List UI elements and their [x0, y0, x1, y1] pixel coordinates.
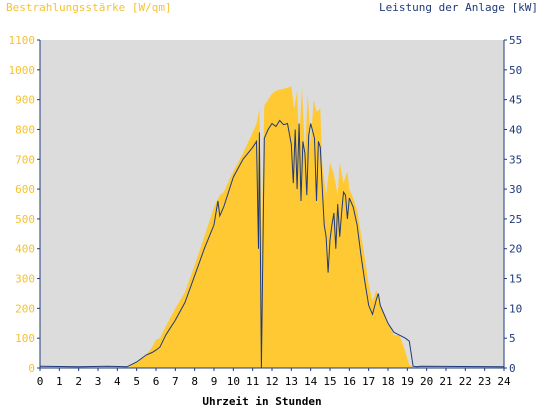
x-tick-label: 8 — [191, 375, 198, 388]
x-tick-label: 20 — [420, 375, 433, 388]
right-tick-label: 25 — [509, 213, 522, 226]
right-tick-label: 30 — [509, 183, 522, 196]
x-tick-label: 21 — [439, 375, 452, 388]
left-tick-label: 900 — [15, 94, 35, 107]
x-tick-label: 2 — [75, 375, 82, 388]
right-tick-label: 5 — [509, 332, 516, 345]
x-tick-label: 18 — [381, 375, 394, 388]
left-tick-label: 500 — [15, 213, 35, 226]
x-axis-ticks: 0 1 2 3 4 5 6 7 8 9 10 11 12 13 14 15 16 17 18 19 20 21 22 23 24 — [37, 368, 511, 388]
right-tick-label: 40 — [509, 123, 522, 136]
x-tick-label: 1 — [56, 375, 63, 388]
x-tick-label: 7 — [172, 375, 179, 388]
x-tick-label: 11 — [246, 375, 259, 388]
x-tick-label: 10 — [227, 375, 240, 388]
right-axis-ticks: 0 5 10 15 20 25 30 35 40 45 50 55 — [504, 34, 522, 375]
left-tick-label: 1000 — [9, 64, 36, 77]
right-tick-label: 50 — [509, 64, 522, 77]
right-tick-label: 55 — [509, 34, 522, 47]
x-tick-label: 4 — [114, 375, 121, 388]
left-tick-label: 300 — [15, 273, 35, 286]
x-tick-label: 24 — [497, 375, 511, 388]
x-tick-label: 17 — [362, 375, 375, 388]
x-tick-label: 0 — [37, 375, 44, 388]
right-tick-label: 35 — [509, 153, 522, 166]
x-tick-label: 23 — [478, 375, 491, 388]
x-tick-label: 16 — [343, 375, 356, 388]
right-tick-label: 10 — [509, 302, 522, 315]
x-tick-label: 13 — [285, 375, 298, 388]
left-tick-label: 0 — [28, 362, 35, 375]
x-tick-label: 15 — [323, 375, 336, 388]
irradiance-area — [40, 86, 504, 368]
left-tick-label: 100 — [15, 332, 35, 345]
right-tick-label: 15 — [509, 273, 522, 286]
power-line — [39, 119, 505, 369]
x-tick-label: 5 — [133, 375, 140, 388]
x-tick-label: 12 — [265, 375, 278, 388]
x-tick-label: 22 — [459, 375, 472, 388]
left-tick-label: 400 — [15, 243, 35, 256]
right-tick-label: 20 — [509, 243, 522, 256]
right-tick-label: 45 — [509, 94, 522, 107]
x-tick-label: 19 — [401, 375, 414, 388]
left-axis-ticks: 0 100 200 300 400 500 600 700 800 900 1000 1100 — [9, 34, 40, 375]
left-tick-label: 800 — [15, 123, 35, 136]
x-axis-label: Uhrzeit in Stunden — [202, 395, 321, 408]
x-tick-label: 14 — [304, 375, 318, 388]
left-axis-title: Bestrahlungsstärke [W/qm] — [6, 1, 172, 14]
x-tick-label: 3 — [95, 375, 102, 388]
left-tick-label: 200 — [15, 302, 35, 315]
left-tick-label: 600 — [15, 183, 35, 196]
left-tick-label: 700 — [15, 153, 35, 166]
right-axis-title: Leistung der Anlage [kW] — [379, 1, 538, 14]
x-tick-label: 6 — [153, 375, 160, 388]
right-tick-label: 0 — [509, 362, 516, 375]
x-tick-label: 9 — [211, 375, 218, 388]
left-tick-label: 1100 — [9, 34, 36, 47]
